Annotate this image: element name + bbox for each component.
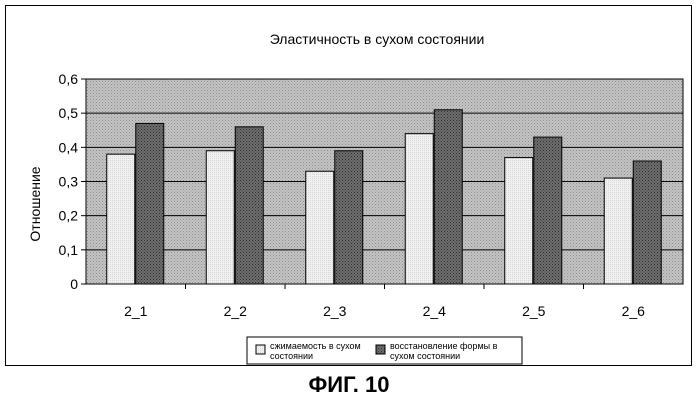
x-tick-label: 2_6 bbox=[622, 303, 646, 319]
bar-series-1-2_4 bbox=[405, 134, 433, 284]
x-tick-label: 2_4 bbox=[423, 303, 447, 319]
y-tick-label: 0,6 bbox=[59, 71, 79, 87]
bar-series-2-2_6 bbox=[633, 161, 661, 284]
bar-series-1-2_5 bbox=[505, 158, 533, 284]
bar-series-2-2_1 bbox=[136, 123, 164, 284]
bar-series-1-2_1 bbox=[107, 154, 135, 284]
chart-frame: Эластичность в сухом состоянии Отношение… bbox=[5, 5, 692, 366]
legend-swatch-series-2 bbox=[376, 345, 385, 354]
bar-series-1-2_2 bbox=[206, 151, 234, 284]
legend-swatch-series-1 bbox=[256, 345, 265, 354]
bar-series-1-2_6 bbox=[604, 178, 632, 284]
y-tick-label: 0,2 bbox=[59, 208, 79, 224]
y-axis-label: Отношение bbox=[27, 166, 43, 241]
bar-series-2-2_3 bbox=[335, 151, 363, 284]
bar-series-2-2_5 bbox=[534, 137, 562, 284]
y-tick-label: 0 bbox=[70, 276, 78, 292]
x-tick-label: 2_3 bbox=[323, 303, 347, 319]
y-axis-ticks: 0 0,1 0,2 0,3 0,4 0,5 0,6 bbox=[59, 71, 86, 292]
x-axis-ticks: 2_1 2_2 2_3 2_4 2_5 2_6 bbox=[124, 284, 645, 319]
legend: сжимаемость в сухом состоянии восстановл… bbox=[247, 337, 522, 364]
x-tick-label: 2_2 bbox=[224, 303, 248, 319]
x-tick-label: 2_1 bbox=[124, 303, 148, 319]
x-tick-label: 2_5 bbox=[522, 303, 546, 319]
bar-chart: Эластичность в сухом состоянии Отношение… bbox=[6, 6, 693, 367]
y-tick-label: 0,4 bbox=[59, 139, 79, 155]
figure-caption: ФИГ. 10 bbox=[0, 372, 698, 398]
y-tick-label: 0,1 bbox=[59, 242, 79, 258]
bar-series-2-2_2 bbox=[235, 127, 263, 284]
y-tick-label: 0,5 bbox=[59, 105, 79, 121]
bar-series-2-2_4 bbox=[434, 110, 462, 284]
y-tick-label: 0,3 bbox=[59, 174, 79, 190]
bar-series-1-2_3 bbox=[306, 171, 334, 284]
chart-title: Эластичность в сухом состоянии bbox=[270, 31, 485, 47]
